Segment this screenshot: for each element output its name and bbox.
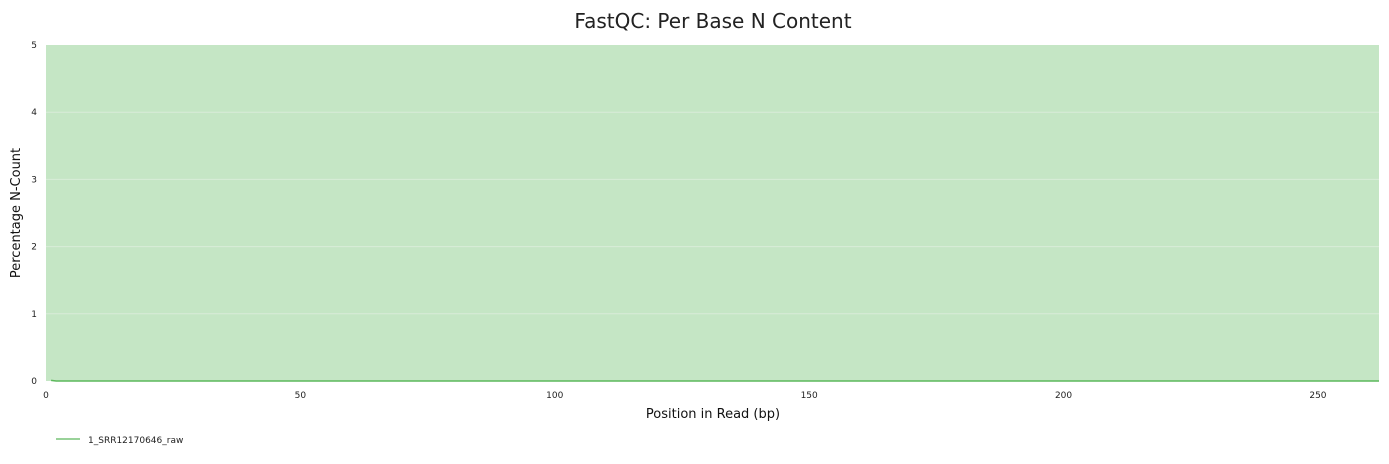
- y-axis-ticks: 0 1 2 3 4 5: [31, 41, 37, 387]
- x-axis-label: Position in Read (bp): [646, 407, 780, 422]
- grid-lines: [46, 111, 1379, 315]
- x-tick-label: 150: [801, 391, 818, 401]
- series-layer: [50, 379, 1379, 382]
- y-tick-label: 1: [31, 310, 37, 320]
- x-tick-label: 200: [1055, 391, 1072, 401]
- x-tick-label: 100: [546, 391, 563, 401]
- safe-zone-band: [46, 45, 1379, 381]
- legend-label[interactable]: 1_SRR12170646_raw: [88, 436, 183, 446]
- y-tick-label: 0: [31, 377, 37, 387]
- legend[interactable]: 1_SRR12170646_raw: [56, 436, 183, 446]
- y-tick-label: 4: [31, 108, 37, 118]
- y-tick-label: 3: [31, 175, 37, 185]
- series-line: [50, 379, 1379, 382]
- y-tick-label: 5: [31, 41, 37, 51]
- x-tick-label: 50: [295, 391, 307, 401]
- x-tick-label: 250: [1309, 391, 1326, 401]
- y-tick-label: 2: [31, 243, 37, 253]
- x-axis-ticks: 0 50 100 150 200 250: [43, 391, 1327, 401]
- x-tick-label: 0: [43, 391, 49, 401]
- y-axis-label: Percentage N-Count: [9, 148, 24, 278]
- chart-title: FastQC: Per Base N Content: [574, 9, 851, 33]
